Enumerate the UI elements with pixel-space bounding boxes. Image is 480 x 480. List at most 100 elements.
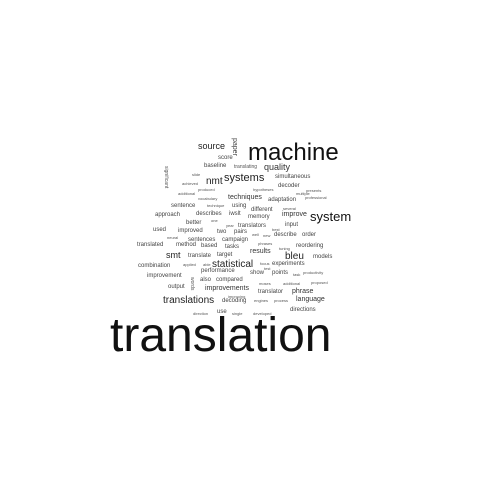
word-approach: approach (155, 212, 181, 218)
word-sentence: sentence (171, 203, 196, 209)
word-well: well (252, 232, 259, 237)
word-process: process (274, 298, 289, 303)
word-bleu: bleu (285, 251, 304, 262)
word-target: target (217, 252, 233, 258)
word-focus: focus (260, 261, 270, 266)
word-compared: compared (216, 277, 243, 283)
word-combination: combination (138, 263, 171, 269)
word-translator: translator (258, 289, 284, 295)
word-input: input (285, 222, 299, 228)
word-moses: moses (259, 281, 271, 286)
word-systems: systems (224, 172, 265, 184)
word-quality: quality (264, 162, 291, 172)
word-presents: presents (306, 188, 322, 193)
word-smt: smt (166, 250, 181, 260)
word-better: better (186, 220, 202, 226)
word-hypotheses: hypotheses (253, 187, 274, 192)
word-points: points (272, 270, 289, 276)
word-improved: improved (178, 228, 203, 234)
word-used: used (153, 227, 167, 233)
word-show: show (250, 270, 265, 276)
word-achieved: achieved (182, 181, 199, 186)
word-paper: paper (231, 138, 238, 156)
word-translators: translators (238, 223, 267, 229)
word-different: different (251, 207, 273, 213)
word-vocabulary: vocabulary (198, 196, 218, 201)
word-iwslt: iwslt (229, 211, 241, 217)
word-translated: translated (137, 242, 164, 248)
word-order: order (302, 232, 317, 238)
word-system: system (310, 209, 352, 224)
word-translations: translations (163, 295, 215, 306)
word-method: method (176, 242, 197, 248)
word-nmt: nmt (206, 176, 223, 187)
word-additional2: additional (283, 281, 301, 286)
word-improve: improve (282, 211, 307, 218)
word-describe: describe (274, 232, 297, 238)
word-baseline: baseline (204, 163, 227, 169)
word-task: task (293, 272, 301, 277)
word-decoding: decoding (222, 298, 247, 304)
word-adaptation: adaptation (268, 197, 297, 203)
word-several: several (283, 206, 296, 211)
word-source: source (198, 141, 226, 151)
word-test: test (264, 266, 271, 271)
word-use: use (217, 309, 227, 315)
word-using: using (232, 203, 247, 209)
word-pairs: pairs (234, 229, 248, 235)
word-words: words (189, 277, 195, 291)
word-techniques: techniques (228, 194, 262, 201)
word-improving: improving (228, 294, 246, 299)
word-single: single (232, 311, 243, 316)
word-reordering: reordering (296, 243, 324, 249)
word-performance: performance (201, 268, 235, 274)
word-score: score (218, 155, 233, 161)
word-developed: developed (253, 311, 272, 316)
word-additional: additional (178, 191, 196, 196)
word-memory: memory (248, 214, 270, 220)
word-models: models (313, 254, 333, 260)
word-phrase: phrase (292, 288, 314, 295)
word-results: results (250, 248, 271, 255)
word-improvement: improvement (147, 273, 182, 279)
word-multiple: multiple (296, 191, 310, 196)
word-translating: translating (234, 164, 258, 170)
word-produced: produced (198, 187, 215, 192)
word-tasks: tasks (225, 244, 240, 250)
word-year: year (226, 223, 234, 228)
word-neural: neural (167, 235, 179, 240)
word-sentences: sentences (188, 237, 216, 243)
word-also: also (200, 277, 212, 283)
word-machine: machine (248, 139, 339, 166)
word-productivity: productivity (303, 270, 324, 275)
word-simultaneous: simultaneous (275, 174, 311, 180)
word-one: one (211, 218, 218, 223)
word-statistical: statistical (212, 259, 254, 270)
word-language: language (296, 296, 325, 303)
word-slide: slide (192, 172, 201, 177)
word-decoder: decoder (278, 183, 300, 189)
word-direction: direction (193, 311, 209, 316)
word-translate: translate (188, 253, 212, 259)
word-campaign: campaign (222, 237, 249, 243)
word-translation: translation (110, 309, 332, 362)
word-directions: directions (290, 307, 316, 313)
word-phrases: phrases (258, 241, 273, 246)
word-describes: describes (196, 211, 222, 217)
word-experiments: experiments (272, 261, 305, 267)
word-professional: professional (305, 195, 327, 200)
word-new: new (263, 233, 271, 238)
word-significant: significant (163, 166, 169, 189)
word-technique: technique (207, 203, 225, 208)
word-applied: applied (183, 262, 196, 267)
word-able: able (203, 262, 211, 267)
word-based: based (201, 243, 218, 249)
word-proposed: proposed (311, 280, 328, 285)
word-tuning: tuning (279, 246, 290, 251)
word-two: two (217, 229, 227, 235)
word-engines: engines (254, 298, 269, 303)
word-improvements: improvements (205, 285, 249, 292)
word-best: best (272, 227, 280, 232)
word-output: output (168, 284, 185, 290)
